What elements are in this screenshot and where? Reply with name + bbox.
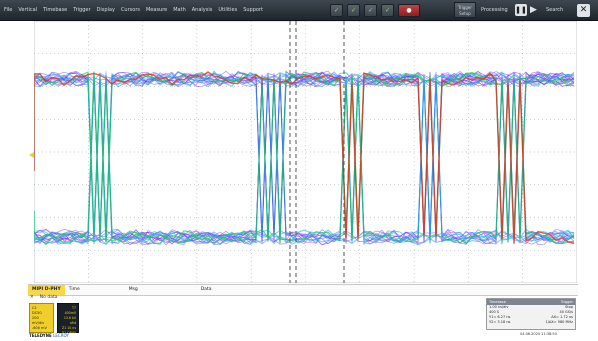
waveform-trace	[34, 71, 575, 245]
math-descriptor[interactable]: T7 400mV 13.6 kV ofst Z1 10 ns D1 DPHY	[57, 303, 79, 335]
waveform-trace	[34, 72, 575, 246]
math-line: 13.6 kV ofst	[63, 316, 76, 325]
level-markers	[29, 152, 34, 158]
math-line: Z1 10 ns	[62, 326, 76, 330]
cursor-readout-row: Y2= 3.18 ns 1/ΔX= 580 MHz	[487, 320, 575, 325]
cursor-lines	[289, 21, 345, 283]
decoder-status-tabs: MIPI D-PHY Time Msg Data	[28, 284, 578, 296]
math-line: T7 400mV	[64, 306, 76, 315]
waveform-trace	[34, 70, 575, 246]
pause-icon[interactable]: ❚❚	[515, 4, 527, 16]
trigger-value: Stop	[565, 305, 573, 309]
timebase-value: 400 S	[489, 310, 500, 314]
no-data-label: No data	[39, 295, 58, 300]
tab-time[interactable]: Time	[68, 287, 80, 292]
channel-line: -600 mV	[32, 326, 47, 330]
menu-item-measure[interactable]: Measure	[145, 6, 168, 13]
timebase-header: Timebase Trigger	[487, 299, 575, 305]
grid-lines	[34, 21, 577, 283]
logo-brand: TELEDYNE	[29, 333, 52, 338]
trigger-setup-button[interactable]: Trigger Setup	[454, 2, 476, 18]
channel-line: DC50	[32, 311, 42, 315]
date-time-label: 04.06.2020 11:38:50	[520, 332, 557, 336]
waveform-trace	[34, 72, 575, 246]
menu-item-display[interactable]: Display	[96, 6, 115, 13]
timebase-heading: Timebase	[489, 300, 506, 304]
measure-tool-icon[interactable]: ✓	[330, 4, 343, 17]
close-icon[interactable]: ✕	[30, 295, 34, 300]
timebase-row: 1.00 ns/div Stop	[487, 305, 575, 310]
menu-item-analysis[interactable]: Analysis	[191, 6, 213, 13]
menu-items: File Vertical Timebase Trigger Display C…	[0, 0, 263, 21]
menu-item-support[interactable]: Support	[243, 6, 263, 13]
channel-line: C1	[32, 306, 37, 310]
waveform-traces	[34, 70, 575, 246]
menu-item-vertical[interactable]: Vertical	[18, 6, 38, 13]
close-icon[interactable]: ✕	[577, 4, 590, 17]
decoder-status-row: ✕ No data	[30, 295, 57, 300]
check-tool-icon-2[interactable]: ✓	[364, 4, 377, 17]
timebase-trigger-panel[interactable]: Timebase Trigger 1.00 ns/div Stop 400 S …	[486, 298, 576, 330]
waveform-trace	[34, 71, 575, 245]
play-icon[interactable]: ▶	[530, 5, 537, 15]
menu-bar: File Vertical Timebase Trigger Display C…	[0, 0, 598, 21]
menu-item-file[interactable]: File	[4, 6, 13, 13]
menu-item-math[interactable]: Math	[173, 6, 186, 13]
logo-sub: LECROY	[53, 333, 69, 338]
timebase-value: 1.00 ns/div	[489, 305, 509, 309]
waveform-trace	[34, 70, 575, 245]
eye-diagram-plot[interactable]	[34, 21, 577, 283]
menu-item-timebase[interactable]: Timebase	[43, 6, 68, 13]
processing-label[interactable]: Processing	[481, 7, 508, 13]
cursor-readout: ΔX= 1.72 ns	[551, 315, 573, 319]
waveform-trace	[34, 71, 575, 246]
timebase-row: 400 S 40 GS/s	[487, 310, 575, 315]
math-line: D1 DPHY	[61, 331, 76, 335]
tab-data[interactable]: Data	[200, 287, 212, 292]
record-icon[interactable]: ●	[398, 4, 420, 17]
waveform-trace	[34, 211, 575, 246]
scope-graticule[interactable]	[34, 21, 577, 283]
menu-item-cursors[interactable]: Cursors	[120, 6, 140, 13]
trigger-heading: Trigger	[560, 300, 573, 304]
cursor-readout-row: Y1= 6.27 ns ΔX= 1.72 ns	[487, 315, 575, 320]
cursor-readout: Y1= 6.27 ns	[489, 315, 511, 319]
toolbar: ✓ ✓ ✓ ✓ ●	[330, 2, 420, 19]
trigger-value: 40 GS/s	[559, 310, 573, 314]
menu-item-trigger[interactable]: Trigger	[73, 6, 91, 13]
check-tool-icon[interactable]: ✓	[347, 4, 360, 17]
menu-item-utilities[interactable]: Utilities	[218, 6, 238, 13]
check-tool-icon-3[interactable]: ✓	[381, 4, 394, 17]
waveform-trace	[34, 71, 575, 244]
search-button[interactable]: Search	[546, 7, 564, 13]
channel-descriptor[interactable]: C1 DC50 200 mV/div -600 mV	[29, 303, 54, 333]
channel-line: 200 mV/div	[32, 316, 45, 325]
ground-marker-icon[interactable]	[29, 152, 34, 158]
tab-msg[interactable]: Msg	[128, 287, 138, 292]
teledyne-lecroy-logo: TELEDYNE LECROY	[29, 333, 69, 338]
tab-mipi[interactable]: MIPI D-PHY	[28, 285, 65, 295]
cursor-readout: Y2= 3.18 ns	[489, 320, 511, 324]
cursor-readout: 1/ΔX= 580 MHz	[545, 320, 573, 324]
